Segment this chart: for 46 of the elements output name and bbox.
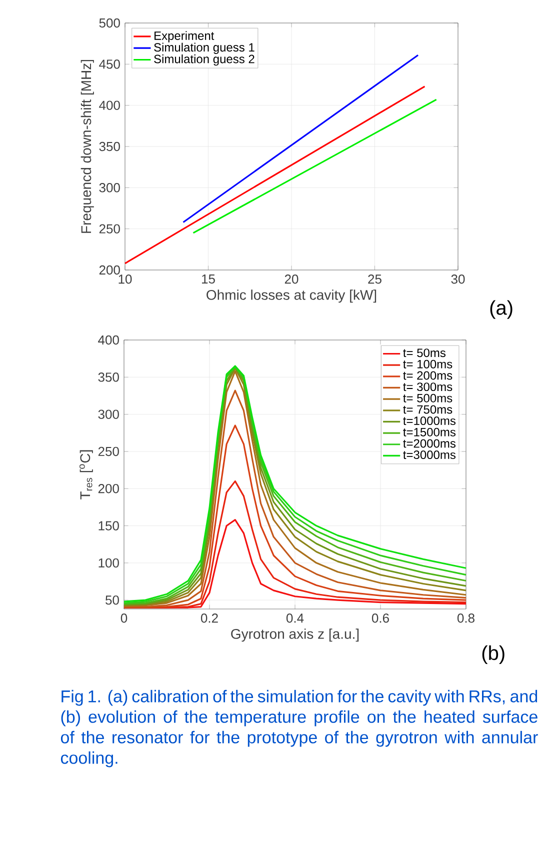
x-tick-label: 10: [118, 274, 132, 284]
x-axis-title: Ohmic losses at cavity [kW]: [206, 290, 376, 303]
x-tick-label: 0: [120, 614, 128, 623]
legend-label: Simulation guess 2: [154, 54, 254, 66]
y-tick-label: 50: [106, 595, 119, 605]
y-tick-label: 150: [98, 521, 119, 530]
line-series: [123, 424, 467, 608]
y-axis-title: Frequencd down-shift [MHz]: [80, 60, 94, 233]
y-tick-label: 500: [99, 18, 120, 28]
y-tick-label: 350: [98, 372, 119, 382]
y-axis-title: T$_{res}$ [$^{o}$C]: [80, 450, 93, 500]
legend-label: t=3000ms: [403, 450, 456, 460]
legend-label: t= 50ms: [403, 348, 446, 358]
x-tick-label: 25: [368, 274, 382, 284]
legend-label: t= 500ms: [403, 394, 452, 402]
y-tick-label: 400: [99, 100, 120, 110]
legend-label: Experiment: [154, 31, 214, 42]
legend-label: t=1000ms: [403, 416, 456, 426]
text: (b): [482, 645, 504, 664]
legend-label: t= 200ms: [403, 371, 452, 380]
y-tick-label: 200: [99, 265, 120, 275]
legend-label: Simulation guess 1: [154, 42, 254, 54]
x-tick-label: 0.8: [457, 614, 474, 623]
y-tick-label: 450: [99, 60, 120, 69]
legend-label: t= 300ms: [403, 382, 452, 392]
y-tick-label: 250: [98, 446, 119, 456]
x-tick-label: 0.4: [286, 614, 304, 623]
y-tick-label: 350: [99, 142, 120, 152]
y-tick-label: 250: [99, 224, 120, 234]
x-tick-label: 15: [202, 274, 215, 284]
x-tick-label: 0.2: [200, 614, 218, 623]
legend-label: t=2000ms: [403, 439, 456, 448]
y-tick-label: 400: [98, 335, 119, 345]
caption: Fig 1. (a) calibration of the simulation for the cavity with RRs, and (b) evolution of the temperature profile on the heated surface of the resonator for the prototype of the gyrotron with annular cooling.: [60, 690, 538, 768]
legend-label: t= 750ms: [403, 405, 452, 414]
y-tick-label: 300: [98, 410, 119, 419]
legend-label: t=1500ms: [403, 428, 456, 436]
text: (a): [490, 300, 512, 319]
x-tick-label: 0.6: [372, 614, 389, 623]
legend-label: t= 100ms: [403, 360, 452, 368]
y-tick-label: 300: [99, 183, 120, 192]
y-tick-label: 100: [98, 558, 119, 568]
y-tick-label: 200: [98, 484, 119, 494]
x-axis-title: Gyrotron axis z [a.u.]: [231, 628, 359, 642]
x-tick-label: 30: [451, 274, 465, 284]
x-tick-label: 20: [284, 274, 298, 284]
